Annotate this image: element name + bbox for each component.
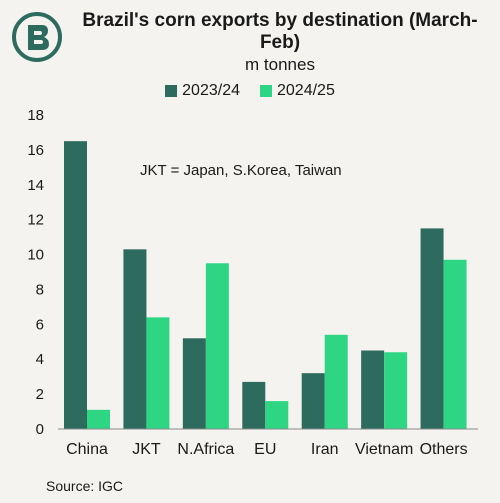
bar-2024-25 — [324, 334, 348, 429]
y-tick-label: 18 — [27, 107, 44, 124]
y-tick-label: 14 — [27, 177, 44, 194]
y-tick-label: 4 — [36, 351, 44, 368]
chart-annotation: JKT = Japan, S.Korea, Taiwan — [140, 162, 342, 179]
x-tick-label: Iran — [311, 441, 339, 458]
chart-subtitle: m tonnes — [245, 55, 315, 74]
y-tick-label: 12 — [27, 212, 44, 229]
bar-2023-24 — [301, 373, 325, 429]
chart-legend: 2023/24 2024/25 — [0, 82, 500, 100]
y-tick-label: 16 — [27, 142, 44, 159]
y-tick-label: 6 — [36, 316, 44, 333]
legend-label-2024-25: 2024/25 — [277, 82, 335, 99]
x-tick-label: EU — [254, 441, 276, 458]
legend-label-2023-24: 2023/24 — [182, 82, 240, 99]
y-tick-label: 10 — [27, 247, 44, 264]
x-tick-label: Vietnam — [355, 441, 413, 458]
brand-logo-icon — [12, 12, 62, 62]
bar-2024-25 — [265, 401, 289, 429]
bar-2023-24 — [361, 350, 385, 429]
chart-title: Brazil's corn exports by destination (Ma… — [82, 10, 478, 53]
x-tick-label: N.Africa — [177, 441, 234, 458]
bar-2023-24 — [242, 381, 266, 429]
bar-2023-24 — [64, 141, 87, 429]
bar-2023-24 — [420, 228, 444, 429]
bar-2023-24 — [123, 249, 147, 429]
bar-2024-25 — [443, 259, 467, 429]
legend-item-2024-25: 2024/25 — [260, 82, 335, 100]
bar-2024-25 — [87, 409, 110, 429]
y-tick-label: 8 — [36, 281, 44, 298]
x-tick-label: Others — [420, 441, 468, 458]
x-tick-label: JKT — [132, 441, 161, 458]
y-tick-label: 2 — [36, 386, 44, 403]
y-tick-label: 0 — [36, 421, 44, 438]
bar-2024-25 — [146, 317, 170, 429]
legend-swatch-2023-24 — [165, 85, 178, 97]
x-tick-label: China — [66, 441, 108, 458]
source-note: Source: IGC — [46, 478, 124, 494]
bar-2023-24 — [182, 338, 206, 429]
bar-2024-25 — [205, 263, 229, 429]
legend-item-2023-24: 2023/24 — [165, 82, 240, 100]
bar-2024-25 — [384, 352, 408, 429]
legend-swatch-2024-25 — [260, 85, 272, 97]
